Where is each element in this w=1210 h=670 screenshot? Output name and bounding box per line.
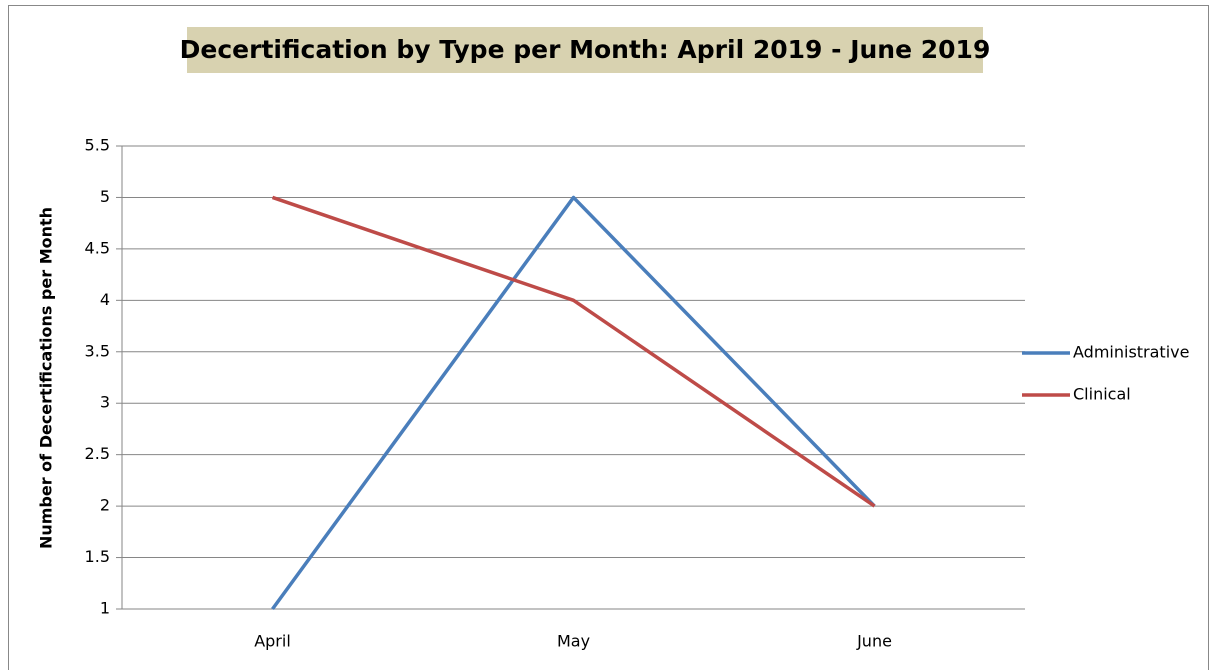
y-tick-label: 3.5 bbox=[85, 341, 110, 360]
y-axis-label: Number of Decertifications per Month bbox=[37, 207, 56, 549]
x-tick-label: April bbox=[254, 632, 291, 651]
x-tick-label: June bbox=[856, 632, 892, 651]
chart-title: Decertification by Type per Month: April… bbox=[180, 35, 991, 64]
chart-border bbox=[8, 5, 1209, 670]
y-tick-label: 2 bbox=[100, 496, 110, 515]
title-box bbox=[187, 27, 983, 73]
line-series bbox=[271, 195, 876, 611]
legend-label: Administrative bbox=[1073, 343, 1189, 362]
line-series bbox=[271, 195, 876, 508]
y-tick-label: 4.5 bbox=[85, 238, 110, 257]
y-tick-label: 2.5 bbox=[85, 444, 110, 463]
y-tick-label: 3 bbox=[100, 393, 110, 412]
y-tick-label: 5 bbox=[100, 187, 110, 206]
y-tick-label: 1.5 bbox=[85, 547, 110, 566]
y-tick-label: 5.5 bbox=[85, 136, 110, 155]
x-tick-label: May bbox=[557, 632, 590, 651]
legend-label: Clinical bbox=[1073, 385, 1131, 404]
y-tick-label: 4 bbox=[100, 290, 110, 309]
y-tick-label: 1 bbox=[100, 599, 110, 618]
